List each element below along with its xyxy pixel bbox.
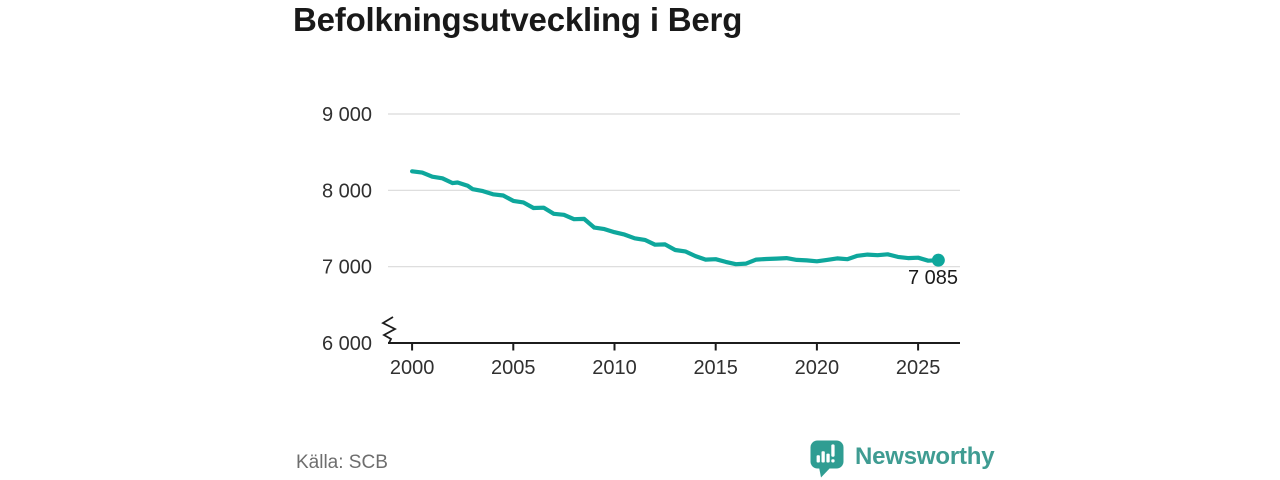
latest-point-marker xyxy=(931,253,945,267)
newsworthy-logo: Newsworthy xyxy=(810,440,995,478)
y-tick-label: 9 000 xyxy=(322,104,372,126)
x-tick-label: 2010 xyxy=(592,357,637,379)
source-note: Källa: SCB xyxy=(296,452,388,473)
newsworthy-bar-chart-speech-bubble-icon xyxy=(810,440,844,478)
x-tick-label: 2005 xyxy=(491,357,536,379)
x-tick-label: 2000 xyxy=(390,357,435,379)
axis-break-icon xyxy=(381,316,397,344)
latest-value-label: 7 085 xyxy=(908,267,958,289)
x-tick-label: 2015 xyxy=(693,357,738,379)
y-tick-label: 8 000 xyxy=(322,180,372,202)
y-tick-label: 7 000 xyxy=(322,257,372,279)
x-tick-label: 2025 xyxy=(896,357,941,379)
x-tick-label: 2020 xyxy=(795,357,840,379)
newsworthy-wordmark: Newsworthy xyxy=(855,443,995,470)
y-tick-label: 6 000 xyxy=(322,333,372,355)
population-line xyxy=(410,169,941,267)
chart-title: Befolkningsutveckling i Berg xyxy=(293,1,743,38)
